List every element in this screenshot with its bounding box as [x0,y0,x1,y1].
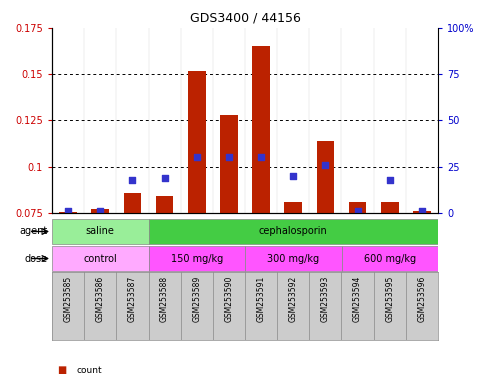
Bar [124,193,141,213]
Text: GSM253592: GSM253592 [289,275,298,322]
Text: dose: dose [24,253,47,263]
Bar [349,202,367,213]
Point [128,177,136,183]
Point [289,173,297,179]
Bar [220,115,238,213]
Bar [284,202,302,213]
Bar [156,196,173,213]
Bar [252,46,270,213]
Text: GSM253589: GSM253589 [192,275,201,322]
Text: control: control [84,253,117,263]
Bar [188,71,206,213]
Text: 300 mg/kg: 300 mg/kg [267,253,319,263]
Bar [148,219,438,244]
Text: ■: ■ [57,366,66,376]
Bar [245,247,341,271]
Text: GSM253587: GSM253587 [128,275,137,322]
Text: cephalosporin: cephalosporin [259,227,327,237]
Bar [341,247,438,271]
Text: agent: agent [19,227,47,237]
Point [418,208,426,214]
Text: saline: saline [86,227,114,237]
Text: GSM253594: GSM253594 [353,275,362,322]
Text: GDS3400 / 44156: GDS3400 / 44156 [189,12,300,25]
Text: GSM253590: GSM253590 [225,275,233,322]
Point [322,162,329,168]
Text: GSM253593: GSM253593 [321,275,330,322]
Text: 600 mg/kg: 600 mg/kg [364,253,416,263]
Bar [59,212,77,213]
Text: GSM253595: GSM253595 [385,275,394,322]
Point [97,208,104,214]
Text: 150 mg/kg: 150 mg/kg [170,253,223,263]
Bar [52,219,148,244]
Text: GSM253585: GSM253585 [64,275,72,322]
Point [161,175,169,181]
Point [225,154,233,161]
Bar [148,247,245,271]
Point [64,208,72,214]
Bar [381,202,398,213]
Text: GSM253596: GSM253596 [417,275,426,322]
Bar [316,141,334,213]
Text: GSM253588: GSM253588 [160,275,169,321]
Point [193,154,200,161]
Text: GSM253586: GSM253586 [96,275,105,322]
Text: GSM253591: GSM253591 [256,275,266,322]
Bar [413,211,431,213]
Bar [52,247,148,271]
Text: count: count [76,366,102,375]
Point [257,154,265,161]
Point [386,177,394,183]
Point [354,208,361,214]
Bar [91,209,109,213]
